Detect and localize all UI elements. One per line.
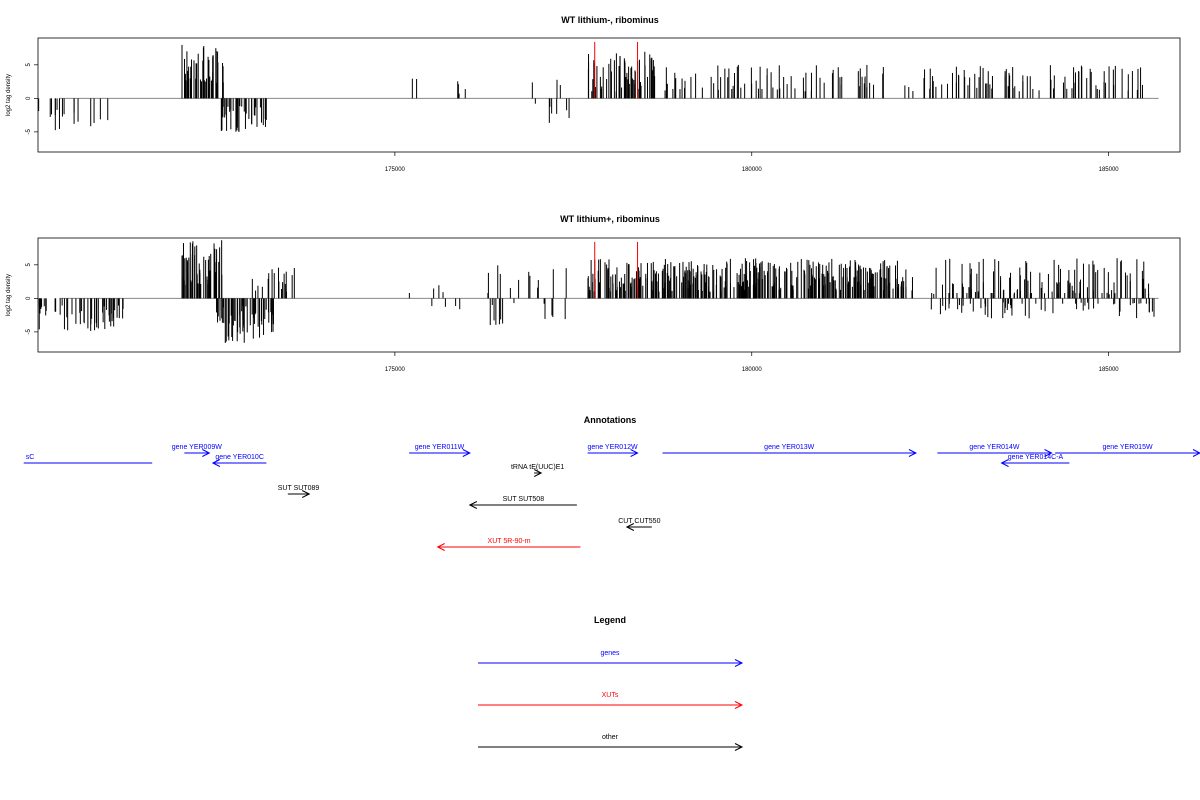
annotation-label: CUT CUT550 [618, 518, 660, 525]
y-tick-label: 5 [26, 62, 32, 66]
density-panel-lithium-plus: WT lithium+, ribominus log2 tag density … [6, 214, 1181, 373]
annotations-title: Annotations [584, 415, 637, 425]
annotation-label: gene YER011W [415, 444, 465, 451]
annotation-arrowhead [630, 449, 639, 457]
annotation-label: gene YER013W [764, 444, 814, 451]
legend-arrowhead [734, 659, 744, 667]
annotation-label: gene YER012W [588, 444, 638, 451]
annotation-arrowhead [908, 449, 918, 457]
annotation-arrowhead [302, 490, 311, 498]
annotations-track: Annotations sC gene YER009W gene YER010C SU… [23, 415, 1200, 551]
density-panel-lithium-minus: WT lithium-, ribominus log2 tag density … [6, 15, 1181, 173]
annotation-genes: gene YER014C-A [1000, 454, 1070, 467]
annotation-arrowhead [1192, 449, 1200, 457]
bar-marks [38, 42, 1159, 132]
annotation-features: sC gene YER009W gene YER010C SUT SUT089 gene… [23, 444, 1200, 551]
y-tick-label: -5 [26, 329, 32, 335]
legend-label: genes [600, 650, 620, 657]
x-tick-label: 185000 [1099, 367, 1120, 373]
annotation-arrowhead [1000, 459, 1009, 467]
annotation-arrowhead [462, 449, 471, 457]
annotation-genes: sC [23, 454, 153, 464]
bar-marks [38, 240, 1159, 343]
y-axis-label: log2 tag density [6, 74, 12, 116]
legend-item-genes: genes [478, 650, 744, 667]
annotation-genes: gene YER009W [172, 444, 222, 457]
annotation-arrowhead [625, 523, 635, 531]
legend-arrowhead [734, 701, 744, 709]
x-tick-label: 180000 [742, 167, 763, 173]
annotation-other: CUT CUT550 [618, 518, 661, 531]
annotation-genes: gene YER012W [588, 444, 639, 457]
panel-title: WT lithium-, ribominus [561, 15, 659, 25]
legend-items: genes XUTs other [478, 650, 744, 751]
legend-item-xuts: XUTs [478, 692, 744, 709]
annotation-label: sC [26, 454, 35, 461]
annotation-arrowhead [211, 459, 221, 467]
annotation-genes: gene YER013W [662, 444, 918, 457]
annotation-other: SUT SUT089 [278, 485, 320, 498]
x-axis: 175000 180000 185000 [385, 352, 1119, 373]
y-axis: -5 0 5 [26, 62, 38, 135]
annotation-arrowhead [1044, 449, 1053, 457]
annotation-label: gene YER014C-A [1008, 454, 1064, 461]
legend-title: Legend [594, 615, 626, 625]
panel-title: WT lithium+, ribominus [560, 214, 660, 224]
legend-label: XUTs [602, 692, 619, 699]
y-axis: -5 0 5 [26, 262, 38, 335]
x-tick-label: 175000 [385, 367, 406, 373]
annotation-label: tRNA tE(UUC)E1 [511, 464, 564, 471]
annotation-XUTs: XUT 5R-90-m [436, 538, 581, 551]
annotation-label: XUT 5R-90-m [488, 538, 531, 545]
annotation-arrowhead [436, 543, 445, 551]
legend-item-other: other [478, 734, 744, 751]
annotation-other: SUT SUT508 [468, 496, 577, 509]
annotation-genes: gene YER015W [1055, 444, 1200, 457]
annotation-other: tRNA tE(UUC)E1 [511, 464, 564, 477]
legend: Legend genes XUTs other [478, 615, 744, 751]
y-tick-label: 5 [26, 262, 32, 266]
x-tick-label: 185000 [1099, 167, 1120, 173]
x-axis: 175000 180000 185000 [385, 152, 1119, 173]
annotation-label: SUT SUT508 [503, 496, 545, 503]
annotation-label: SUT SUT089 [278, 485, 320, 492]
x-tick-label: 175000 [385, 167, 406, 173]
y-tick-label: -5 [26, 129, 32, 135]
annotation-genes: gene YER014W [937, 444, 1053, 457]
x-tick-label: 180000 [742, 367, 763, 373]
plot-frame [37, 37, 1181, 153]
annotation-genes: gene YER011W [409, 444, 471, 457]
annotation-arrowhead [202, 449, 211, 457]
legend-label: other [602, 734, 619, 741]
legend-arrowhead [734, 743, 744, 751]
y-tick-label: 0 [26, 96, 32, 100]
annotation-label: gene YER009W [172, 444, 222, 451]
y-axis-label: log2 tag density [6, 274, 12, 316]
plot-frame [37, 237, 1181, 353]
annotation-arrowhead [533, 469, 543, 477]
annotation-label: gene YER015W [1103, 444, 1153, 451]
annotation-arrowhead [468, 501, 478, 509]
annotation-genes: gene YER010C [211, 454, 267, 467]
annotation-label: gene YER010C [215, 454, 264, 461]
annotation-label: gene YER014W [969, 444, 1019, 451]
y-tick-label: 0 [26, 296, 32, 300]
